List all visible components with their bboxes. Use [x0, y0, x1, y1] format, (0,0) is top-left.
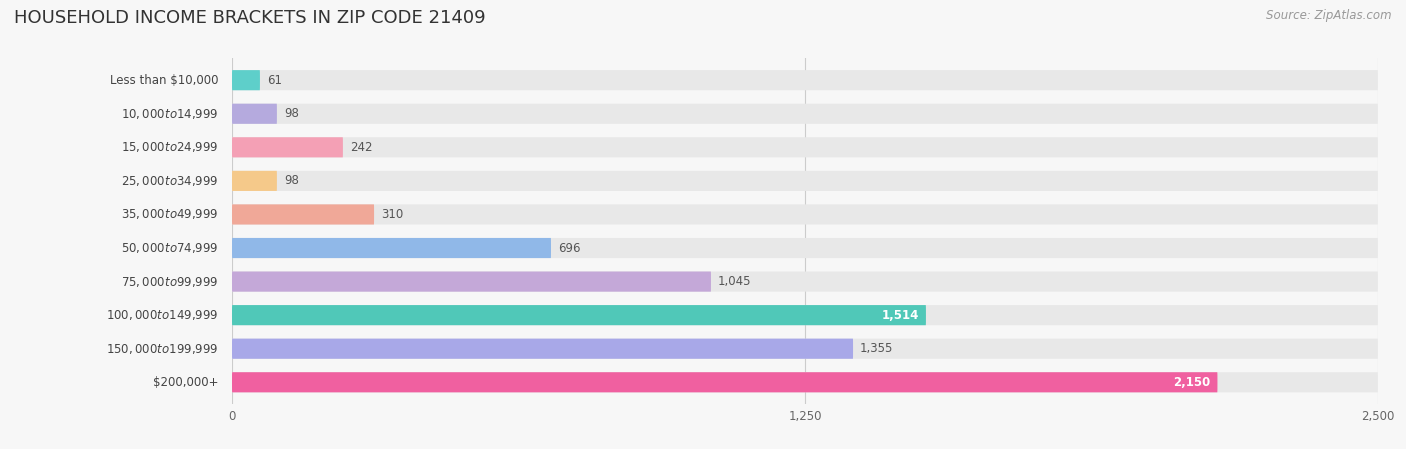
Text: HOUSEHOLD INCOME BRACKETS IN ZIP CODE 21409: HOUSEHOLD INCOME BRACKETS IN ZIP CODE 21… — [14, 9, 485, 27]
Text: 242: 242 — [350, 141, 373, 154]
FancyBboxPatch shape — [232, 171, 1378, 191]
FancyBboxPatch shape — [232, 204, 374, 224]
Text: 2,150: 2,150 — [1174, 376, 1211, 389]
FancyBboxPatch shape — [232, 339, 853, 359]
FancyBboxPatch shape — [232, 70, 1378, 90]
FancyBboxPatch shape — [232, 70, 260, 90]
Text: Source: ZipAtlas.com: Source: ZipAtlas.com — [1267, 9, 1392, 22]
FancyBboxPatch shape — [232, 272, 711, 292]
Text: 696: 696 — [558, 242, 581, 255]
Text: $50,000 to $74,999: $50,000 to $74,999 — [121, 241, 218, 255]
Text: 61: 61 — [267, 74, 281, 87]
FancyBboxPatch shape — [232, 305, 1378, 325]
Text: $75,000 to $99,999: $75,000 to $99,999 — [121, 275, 218, 289]
Text: Less than $10,000: Less than $10,000 — [110, 74, 218, 87]
FancyBboxPatch shape — [232, 137, 343, 158]
Text: 98: 98 — [284, 174, 298, 187]
FancyBboxPatch shape — [232, 171, 277, 191]
Text: 98: 98 — [284, 107, 298, 120]
Text: $35,000 to $49,999: $35,000 to $49,999 — [121, 207, 218, 221]
FancyBboxPatch shape — [232, 204, 1378, 224]
Text: $25,000 to $34,999: $25,000 to $34,999 — [121, 174, 218, 188]
Text: $200,000+: $200,000+ — [153, 376, 218, 389]
Text: 310: 310 — [381, 208, 404, 221]
FancyBboxPatch shape — [232, 272, 1378, 292]
FancyBboxPatch shape — [232, 104, 277, 124]
Text: $15,000 to $24,999: $15,000 to $24,999 — [121, 141, 218, 154]
FancyBboxPatch shape — [232, 305, 927, 325]
Text: $100,000 to $149,999: $100,000 to $149,999 — [105, 308, 218, 322]
FancyBboxPatch shape — [232, 238, 551, 258]
Text: $150,000 to $199,999: $150,000 to $199,999 — [105, 342, 218, 356]
Text: 1,355: 1,355 — [860, 342, 893, 355]
Text: $10,000 to $14,999: $10,000 to $14,999 — [121, 107, 218, 121]
FancyBboxPatch shape — [232, 372, 1378, 392]
Text: 1,514: 1,514 — [882, 308, 920, 321]
Text: 1,045: 1,045 — [718, 275, 751, 288]
FancyBboxPatch shape — [232, 238, 1378, 258]
FancyBboxPatch shape — [232, 104, 1378, 124]
FancyBboxPatch shape — [232, 372, 1218, 392]
FancyBboxPatch shape — [232, 339, 1378, 359]
FancyBboxPatch shape — [232, 137, 1378, 158]
